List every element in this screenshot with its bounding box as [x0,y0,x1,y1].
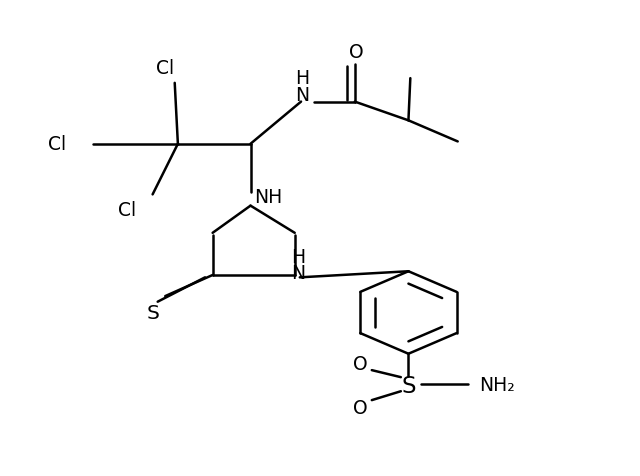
Text: Cl: Cl [47,135,66,154]
Text: NH: NH [254,188,282,206]
Text: S: S [146,303,159,322]
Text: H: H [291,247,305,266]
Text: N: N [295,86,309,105]
Text: N: N [291,264,305,283]
Text: S: S [401,374,416,397]
Text: H: H [295,69,309,88]
Text: NH₂: NH₂ [479,375,515,394]
Text: Cl: Cl [118,200,136,219]
Text: O: O [353,398,368,417]
Text: O: O [353,354,368,373]
Text: O: O [349,43,364,62]
Text: Cl: Cl [156,59,174,78]
